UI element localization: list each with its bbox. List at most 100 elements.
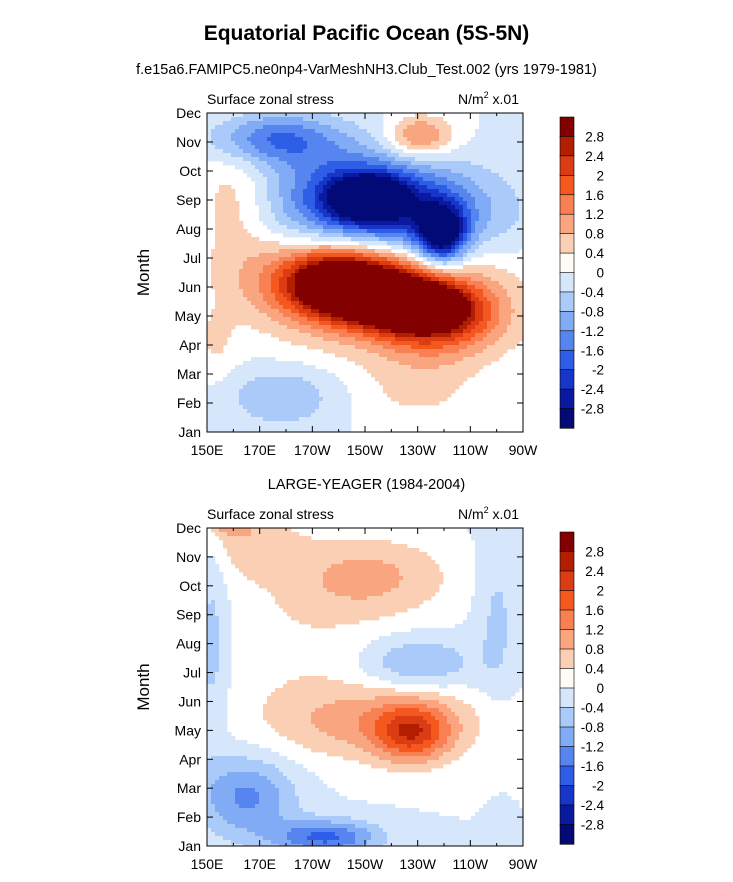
y-tick-label: Nov: [176, 134, 201, 150]
x-tick-label: 170W: [294, 442, 331, 458]
chart-panel-1: Jan Feb Mar Apr May Jun Jul Aug Sep Oct Nov Dec 150E…: [134, 90, 604, 458]
colorbar-label: 2.4: [585, 149, 604, 164]
variable-label: Surface zonal stress: [207, 91, 334, 107]
colorbar-swatch: [559, 252, 575, 274]
x-tick-label: 150W: [347, 856, 384, 872]
colorbar-swatch: [559, 194, 575, 215]
colorbar-swatch: [559, 726, 575, 748]
y-tick-label: Nov: [176, 549, 201, 565]
y-tick-label: Jan: [178, 838, 201, 854]
colorbar-swatch: [559, 765, 575, 787]
colorbar-label: 1.6: [585, 188, 604, 203]
colorbar-label: 1.6: [585, 603, 604, 618]
colorbar-swatch: [559, 116, 575, 138]
colorbar-label: 0.4: [585, 662, 604, 677]
x-tick-label: 130W: [399, 442, 436, 458]
colorbar-swatch: [559, 136, 575, 157]
colorbar-label: 2: [596, 168, 604, 183]
colorbar-swatch: [559, 531, 575, 553]
colorbar-label: -0.8: [581, 720, 604, 735]
x-tick-label: 130W: [399, 856, 436, 872]
y-tick-label: Mar: [177, 366, 201, 382]
colorbar-label: -1.6: [581, 343, 604, 358]
page-title: Equatorial Pacific Ocean (5S-5N): [203, 22, 530, 45]
colorbar-swatch: [559, 804, 575, 826]
colorbar-label: -2: [592, 779, 604, 794]
colorbar-swatch: [559, 551, 575, 572]
y-tick-label: Mar: [177, 780, 201, 796]
x-tick-label: 150E: [191, 856, 224, 872]
colorbar-label: 0.4: [585, 246, 604, 261]
y-tick-label: Aug: [176, 221, 201, 237]
x-tick-label: 150W: [347, 442, 384, 458]
colorbar-swatch: [559, 349, 575, 371]
colorbar-label: -2.8: [581, 818, 604, 833]
x-tick-label: 110W: [453, 856, 489, 872]
colorbar-label: -2.8: [581, 402, 604, 417]
colorbar-swatch: [559, 311, 575, 332]
y-tick-label: May: [175, 308, 201, 324]
y-tick-label: Jan: [178, 424, 201, 440]
colorbar-label: -1.6: [581, 759, 604, 774]
chart-2-title: LARGE-YEAGER (1984-2004): [267, 477, 466, 493]
x-tick-label: 110W: [453, 442, 489, 458]
colorbar-swatch: [559, 570, 575, 592]
colorbar-2: 2.8 2.4 2 1.6 1.2 0.8 0.4 0 -0.4 -0.8 -1.2 -1.6 -2 -2…: [559, 531, 605, 845]
chart-panel-2: Jan Feb Mar Apr May Jun Jul Aug Sep Oct Nov Dec 150E…: [134, 505, 604, 872]
x-tick-label: 170W: [294, 856, 331, 872]
colorbar-swatch: [559, 155, 575, 176]
colorbar-swatch: [559, 629, 575, 650]
x-tick-label: 90W: [509, 856, 539, 872]
y-axis-label: Month: [134, 663, 153, 710]
colorbar-swatch: [559, 408, 575, 429]
colorbar-label: 2: [596, 584, 604, 599]
colorbar-swatch: [559, 233, 575, 254]
y-tick-label: Oct: [179, 578, 201, 594]
colorbar-swatch: [559, 707, 575, 728]
colorbar-swatch: [559, 668, 575, 689]
colorbar-label: 1.2: [585, 623, 604, 638]
y-axis-label: Month: [134, 249, 153, 296]
colorbar-swatch: [559, 330, 575, 351]
y-tick-label: Jul: [183, 250, 201, 266]
colorbar-label: 2.8: [585, 545, 604, 560]
y-tick-label: Jun: [178, 693, 201, 709]
colorbar-label: 0: [596, 266, 604, 281]
colorbar-label: 2.8: [585, 129, 604, 144]
colorbar-label: -2: [592, 363, 604, 378]
colorbar-label: -2.4: [581, 382, 605, 397]
colorbar-swatch: [559, 824, 575, 845]
colorbar-swatch: [559, 291, 575, 312]
colorbar-swatch: [559, 272, 575, 293]
y-tick-label: Jul: [183, 665, 201, 681]
units-label: N/m2 x.01: [458, 90, 519, 107]
colorbar-swatch: [559, 687, 575, 709]
colorbar-label: 2.4: [585, 564, 604, 579]
y-tick-label: Apr: [179, 337, 201, 353]
y-tick-label: Feb: [177, 395, 201, 411]
x-tick-label: 90W: [509, 442, 539, 458]
x-tick-label: 150E: [191, 442, 224, 458]
colorbar-swatch: [559, 213, 575, 235]
colorbar-label: 0: [596, 681, 604, 696]
contour-field-2: [207, 528, 523, 846]
y-tick-label: Feb: [177, 809, 201, 825]
colorbar-swatch: [559, 609, 575, 631]
colorbar-swatch: [559, 388, 575, 410]
y-tick-label: Dec: [176, 105, 201, 121]
colorbar-swatch: [559, 175, 575, 196]
colorbar-swatch: [559, 369, 575, 390]
colorbar-swatch: [559, 590, 575, 611]
x-tick-label: 170E: [243, 856, 276, 872]
colorbar-label: -0.4: [581, 285, 605, 300]
colorbar-label: -2.4: [581, 798, 605, 813]
colorbar-1: 2.8 2.4 2 1.6 1.2 0.8 0.4 0 -0.4 -0.8 -1.2 -1.6 -2 -2…: [559, 116, 605, 429]
colorbar-swatch: [559, 648, 575, 670]
colorbar-label: -0.8: [581, 304, 604, 319]
colorbar-swatch: [559, 746, 575, 767]
colorbar-label: -0.4: [581, 701, 605, 716]
y-tick-label: Sep: [176, 192, 201, 208]
colorbar-swatch: [559, 785, 575, 806]
colorbar-label: 0.8: [585, 227, 604, 242]
